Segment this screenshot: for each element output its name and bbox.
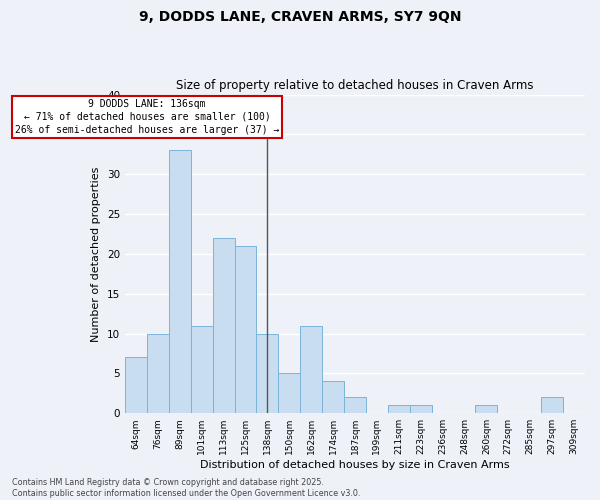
- Text: Contains HM Land Registry data © Crown copyright and database right 2025.
Contai: Contains HM Land Registry data © Crown c…: [12, 478, 361, 498]
- Bar: [322, 382, 344, 413]
- Bar: [147, 334, 169, 413]
- Bar: [256, 334, 278, 413]
- Title: Size of property relative to detached houses in Craven Arms: Size of property relative to detached ho…: [176, 79, 534, 92]
- Bar: [410, 405, 431, 413]
- Bar: [212, 238, 235, 413]
- Text: 9 DODDS LANE: 136sqm
← 71% of detached houses are smaller (100)
26% of semi-deta: 9 DODDS LANE: 136sqm ← 71% of detached h…: [15, 98, 279, 135]
- Bar: [388, 405, 410, 413]
- X-axis label: Distribution of detached houses by size in Craven Arms: Distribution of detached houses by size …: [200, 460, 510, 470]
- Bar: [541, 398, 563, 413]
- Bar: [191, 326, 212, 413]
- Bar: [169, 150, 191, 413]
- Bar: [344, 398, 366, 413]
- Bar: [475, 405, 497, 413]
- Text: 9, DODDS LANE, CRAVEN ARMS, SY7 9QN: 9, DODDS LANE, CRAVEN ARMS, SY7 9QN: [139, 10, 461, 24]
- Bar: [235, 246, 256, 413]
- Y-axis label: Number of detached properties: Number of detached properties: [91, 166, 101, 342]
- Bar: [300, 326, 322, 413]
- Bar: [125, 358, 147, 413]
- Bar: [278, 374, 300, 413]
